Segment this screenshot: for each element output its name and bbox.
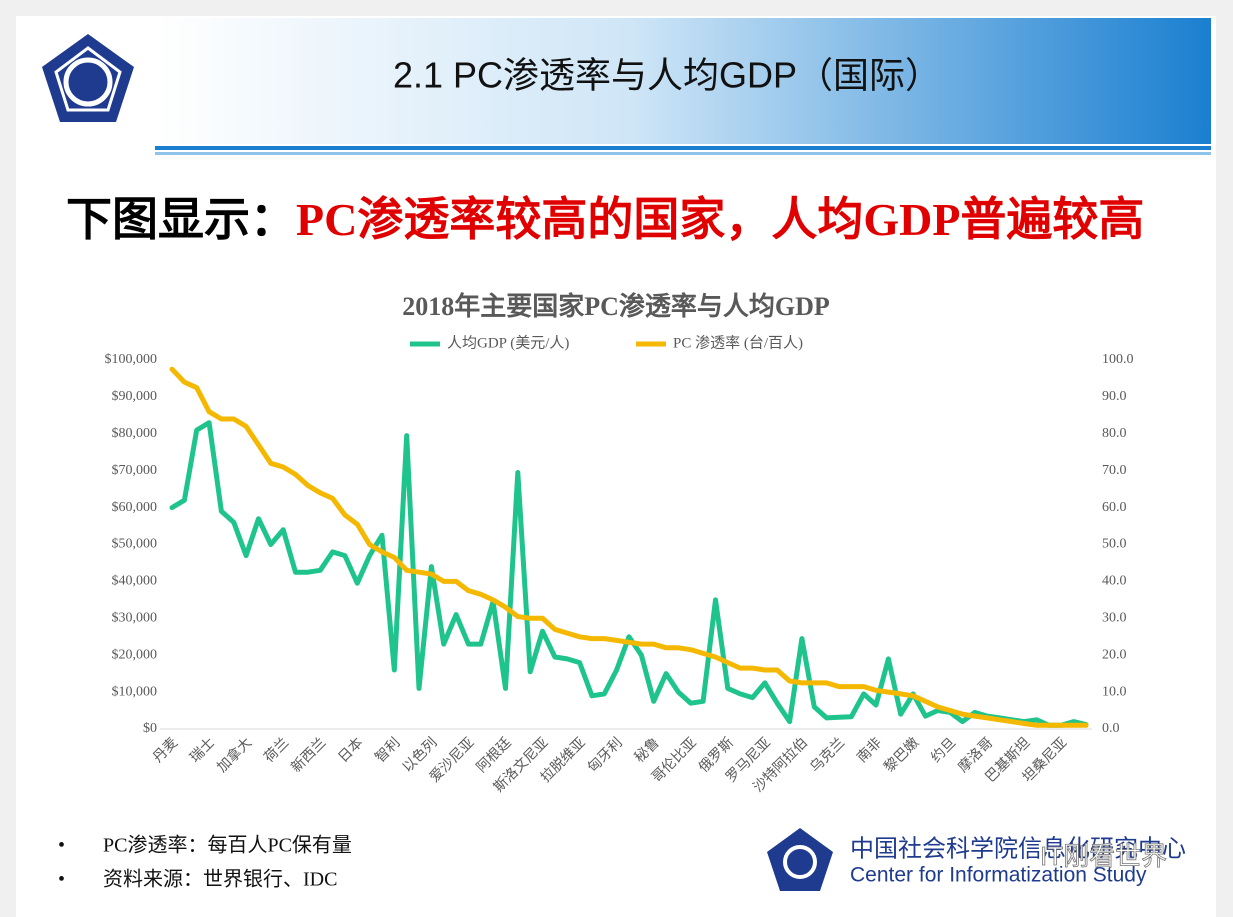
note: 资料来源：世界银行、IDC — [103, 868, 337, 891]
y2-tick-label: 30.0 — [1102, 611, 1127, 626]
y2-tick-label: 50.0 — [1102, 537, 1127, 552]
header-rule2 — [155, 152, 1211, 155]
footer-logo — [767, 828, 833, 891]
y-tick-label: $30,000 — [112, 611, 158, 626]
y2-tick-label: 100.0 — [1102, 352, 1134, 367]
chart-title: 2018年主要国家PC渗透率与人均GDP — [402, 291, 830, 321]
series-line — [169, 420, 1089, 728]
note: PC渗透率：每百人PC保有量 — [103, 834, 352, 857]
y-tick-label: $70,000 — [112, 463, 158, 478]
y-tick-label: $80,000 — [112, 426, 158, 441]
header-band — [155, 18, 1211, 144]
y2-tick-label: 10.0 — [1102, 684, 1127, 699]
y-tick-label: $60,000 — [112, 500, 158, 515]
watermark: IT刚看世界 — [1040, 841, 1167, 871]
legend-label: 人均GDP (美元/人) — [447, 334, 569, 351]
y2-tick-label: 40.0 — [1102, 574, 1127, 589]
y2-tick-label: 70.0 — [1102, 463, 1127, 478]
logo — [42, 34, 134, 122]
slide-bg — [16, 16, 1216, 917]
y2-tick-label: 80.0 — [1102, 426, 1127, 441]
headline: 下图显示：PC渗透率较高的国家，人均GDP普遍较高 — [66, 194, 1144, 245]
y-tick-label: $40,000 — [112, 574, 158, 589]
bullet: • — [58, 835, 65, 857]
y-tick-label: $10,000 — [112, 684, 158, 699]
y2-tick-label: 0.0 — [1102, 721, 1120, 736]
y2-tick-label: 60.0 — [1102, 500, 1127, 515]
y-tick-label: $100,000 — [105, 352, 158, 367]
org-en: Center for Informatization Study — [850, 864, 1147, 887]
series-line — [169, 366, 1089, 728]
header-rule — [155, 146, 1211, 150]
y2-tick-label: 90.0 — [1102, 389, 1127, 404]
legend-label: PC 渗透率 (台/百人) — [673, 334, 803, 351]
headline-prefix: 下图显示： — [66, 194, 296, 245]
notes: • PC渗透率：每百人PC保有量 • 资料来源：世界银行、IDC — [58, 834, 352, 891]
org-cn: 中国社会科学院信息化研究中心 — [850, 835, 1186, 862]
header-title: 2.1 PC渗透率与人均GDP（国际） — [393, 55, 941, 96]
y-tick-label: $90,000 — [112, 389, 158, 404]
y-tick-label: $20,000 — [112, 647, 158, 662]
bullet: • — [58, 869, 65, 891]
y-tick-label: $0 — [143, 721, 157, 736]
y2-tick-label: 20.0 — [1102, 647, 1127, 662]
y-tick-label: $50,000 — [112, 537, 158, 552]
headline-highlight: PC渗透率较高的国家，人均GDP普遍较高 — [296, 194, 1144, 245]
